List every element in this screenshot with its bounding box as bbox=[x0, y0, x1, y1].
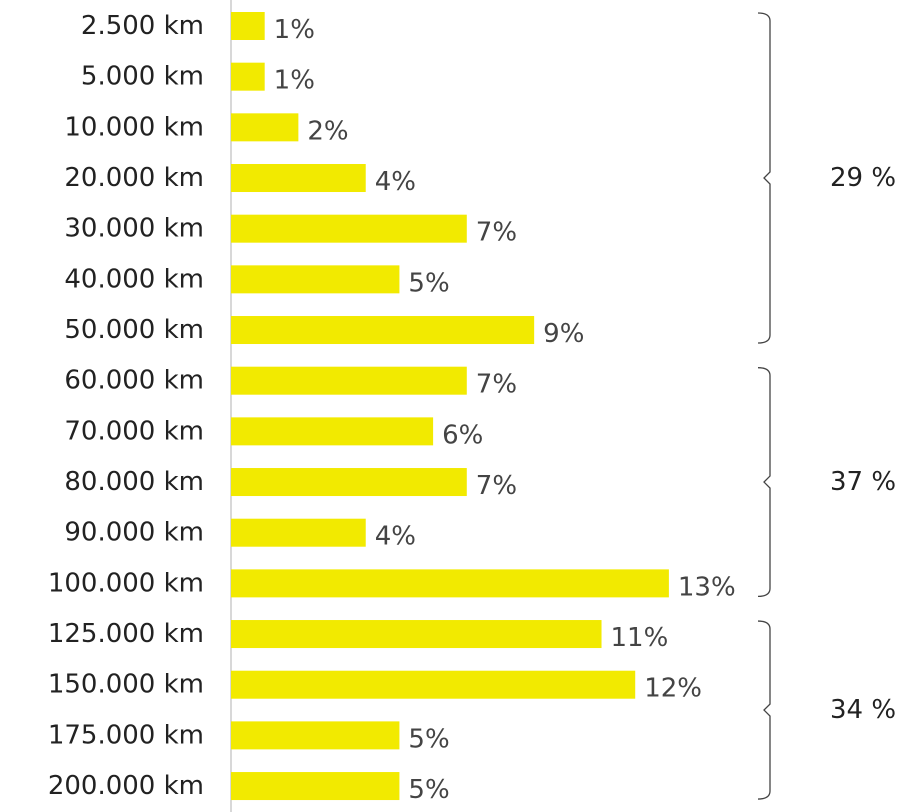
bar bbox=[231, 214, 467, 243]
value-label: 4% bbox=[375, 167, 416, 197]
y-tick-label: 200.000 km bbox=[48, 771, 204, 801]
y-tick-label: 30.000 km bbox=[64, 214, 204, 244]
y-tick-label: 2.500 km bbox=[81, 11, 204, 41]
y-tick-label: 125.000 km bbox=[48, 619, 204, 649]
value-label: 7% bbox=[476, 370, 517, 400]
bar bbox=[231, 316, 535, 345]
bar bbox=[231, 670, 636, 699]
group-bracket bbox=[757, 12, 771, 344]
bar bbox=[231, 569, 669, 598]
y-tick-label: 10.000 km bbox=[64, 112, 204, 142]
bar bbox=[231, 113, 299, 142]
y-tick-label: 175.000 km bbox=[48, 720, 204, 750]
value-label: 11% bbox=[611, 623, 669, 653]
bar bbox=[231, 417, 434, 446]
value-label: 7% bbox=[476, 471, 517, 501]
y-tick-label: 90.000 km bbox=[64, 518, 204, 548]
value-label: 6% bbox=[442, 420, 483, 450]
bar bbox=[231, 62, 265, 91]
y-tick-label: 100.000 km bbox=[48, 568, 204, 598]
value-label: 5% bbox=[408, 268, 449, 298]
y-tick-label: 150.000 km bbox=[48, 670, 204, 700]
bar bbox=[231, 518, 366, 547]
y-tick-label: 50.000 km bbox=[64, 315, 204, 345]
bar bbox=[231, 721, 400, 750]
group-bracket bbox=[757, 367, 771, 598]
value-label: 5% bbox=[408, 775, 449, 805]
group-label: 29 % bbox=[830, 163, 896, 193]
value-label: 1% bbox=[274, 66, 315, 96]
value-label: 5% bbox=[408, 724, 449, 754]
y-tick-label: 20.000 km bbox=[64, 163, 204, 193]
bar bbox=[231, 772, 400, 801]
bar bbox=[231, 164, 366, 193]
y-tick-label: 40.000 km bbox=[64, 264, 204, 294]
y-tick-label: 60.000 km bbox=[64, 366, 204, 396]
group-label: 34 % bbox=[830, 695, 896, 725]
value-label: 1% bbox=[274, 15, 315, 45]
y-tick-label: 80.000 km bbox=[64, 467, 204, 497]
bar bbox=[231, 620, 602, 649]
bar bbox=[231, 366, 467, 395]
value-label: 4% bbox=[375, 522, 416, 552]
group-bracket bbox=[757, 620, 771, 800]
value-label: 12% bbox=[644, 674, 702, 704]
value-label: 2% bbox=[307, 116, 348, 146]
value-label: 9% bbox=[543, 319, 584, 349]
y-tick-label: 5.000 km bbox=[81, 62, 204, 92]
value-label: 13% bbox=[678, 572, 736, 602]
bar bbox=[231, 468, 467, 497]
y-tick-label: 70.000 km bbox=[64, 416, 204, 446]
bar bbox=[231, 265, 400, 294]
value-label: 7% bbox=[476, 218, 517, 248]
group-label: 37 % bbox=[830, 467, 896, 497]
bar bbox=[231, 12, 265, 40]
